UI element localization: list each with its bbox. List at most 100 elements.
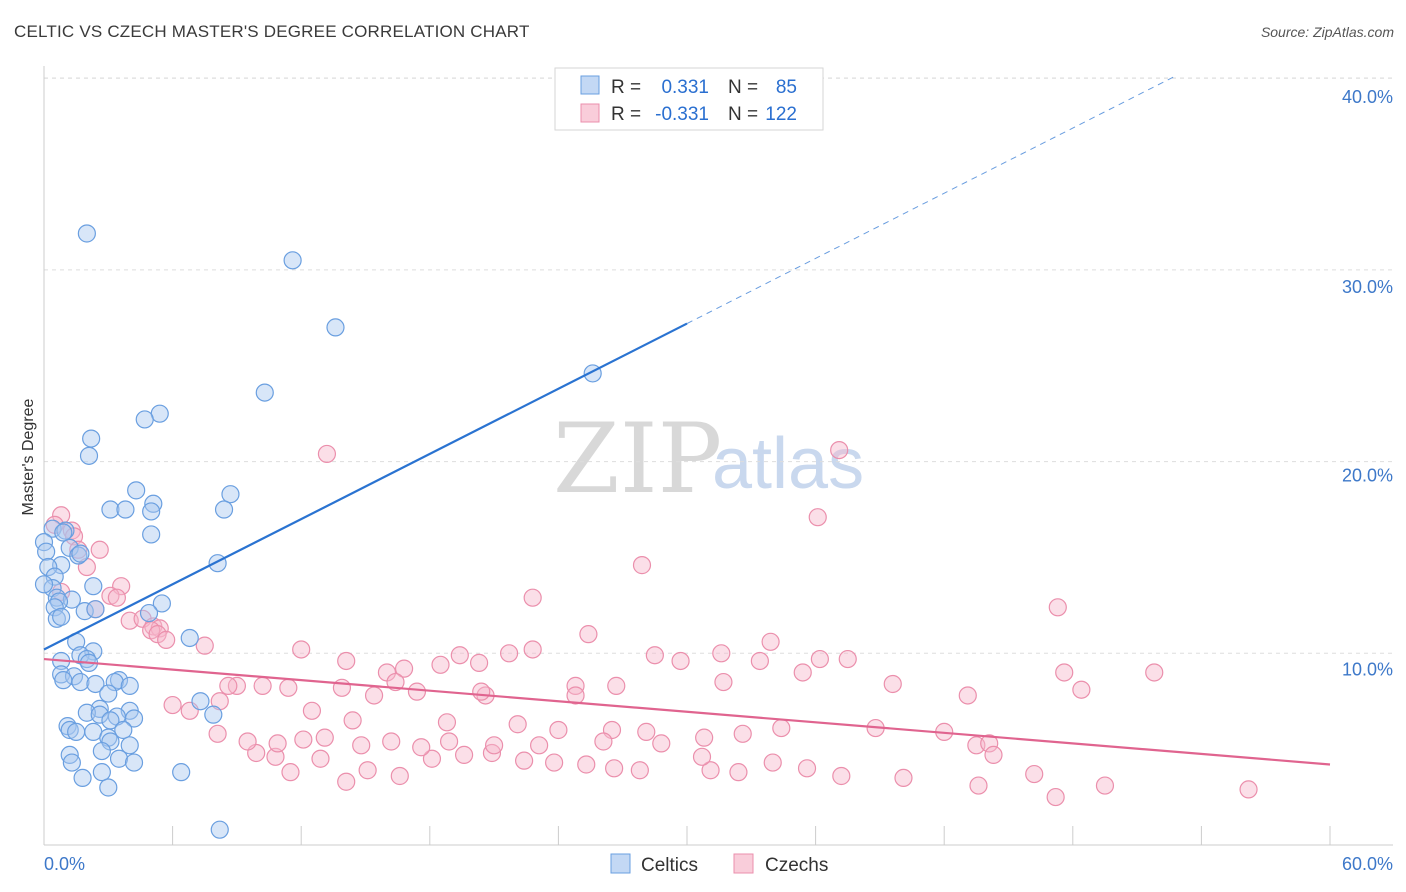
celtics-point (45, 598, 64, 617)
czechs-point (1055, 663, 1074, 682)
czechs-point (958, 686, 977, 705)
legend-czechs-n-label: N = (728, 104, 758, 125)
czechs-point (763, 753, 782, 772)
y-tick-label: 10.0% (1342, 659, 1393, 679)
czechs-point (219, 676, 238, 695)
czechs-point (645, 646, 664, 665)
czechs-point (692, 747, 712, 766)
legend-celtics-r-value: 0.331 (661, 77, 709, 98)
celtics-point (62, 753, 81, 772)
celtics-point (71, 544, 90, 563)
celtics-point (283, 251, 302, 270)
czechs-point (302, 701, 322, 720)
legend-celtics-swatch (580, 75, 600, 95)
grid-lines (44, 77, 1393, 654)
czechs-point (701, 761, 720, 780)
czechs-point (652, 734, 671, 753)
czechs-point (208, 724, 227, 743)
czechs-point (454, 745, 474, 765)
y-tick-label: 40.0% (1342, 87, 1393, 107)
series-legend: Celtics Czechs (610, 853, 828, 876)
czechs-point (238, 732, 257, 751)
czechs-point (1239, 780, 1258, 799)
celtics-point (142, 525, 161, 544)
czechs-point (352, 736, 371, 755)
celtics-point (105, 672, 124, 692)
celtics-point (67, 722, 86, 741)
czechs-point (545, 753, 564, 772)
czechs-point (515, 751, 534, 770)
celtics-point (109, 749, 129, 768)
czechs-point (472, 682, 491, 701)
legend-celtics-r-label: R = (611, 77, 641, 98)
czechs-point (1095, 776, 1115, 795)
czechs-point (830, 440, 849, 460)
celtics-point (86, 674, 105, 694)
legend-czechs-r-value: -0.331 (655, 104, 709, 125)
trend-lines (43, 75, 1331, 766)
czechs-point (364, 686, 384, 705)
czechs-point (315, 728, 334, 747)
czechs-point (566, 686, 585, 705)
czechs-point (337, 772, 356, 791)
czechs-point (485, 736, 504, 755)
czechs-point (750, 651, 769, 671)
czechs-point (733, 724, 752, 743)
czechs-point (508, 715, 527, 734)
celtics-point (120, 676, 139, 695)
celtics-trend-extension (686, 75, 1176, 325)
czechs-point (268, 734, 287, 753)
czechs-point (317, 444, 337, 464)
czechs-point (253, 676, 272, 695)
czechs-point (266, 747, 285, 766)
czechs-points (45, 440, 1258, 807)
czechs-point (337, 651, 356, 671)
czechs-point (332, 678, 352, 697)
czechs-point (343, 711, 362, 730)
czechs-point (969, 776, 988, 795)
celtics-point (221, 485, 240, 504)
czechs-point (695, 728, 714, 747)
czechs-point (605, 759, 624, 778)
celtics-trend-line (43, 322, 688, 651)
bottom-legend-czechs-swatch (733, 853, 754, 874)
czechs-point (1072, 680, 1091, 699)
czechs-point (450, 646, 469, 665)
legend-czechs-n-value: 122 (765, 104, 797, 125)
czechs-point (469, 653, 489, 672)
celtics-point (214, 500, 234, 519)
celtics-point (255, 383, 274, 402)
czechs-point (386, 672, 405, 692)
celtics-point (172, 763, 191, 782)
y-tick-labels: 10.0% 20.0% 30.0% 40.0% (1342, 87, 1393, 679)
czechs-point (500, 644, 519, 663)
legend-czechs-swatch (580, 103, 600, 123)
x-tick-label-max: 60.0% (1342, 854, 1393, 874)
czechs-point (101, 586, 120, 605)
celtics-point (34, 575, 54, 594)
celtics-point (86, 600, 105, 619)
czechs-point (530, 736, 549, 755)
watermark-zip: ZIP (553, 403, 722, 515)
legend-celtics-n-label: N = (728, 77, 758, 98)
celtics-point (54, 523, 73, 542)
czechs-point (577, 755, 596, 774)
watermark-atlas: atlas (712, 424, 864, 504)
bottom-legend-celtics-swatch (610, 853, 631, 874)
czechs-point (1048, 598, 1067, 617)
czechs-point (761, 632, 780, 651)
celtics-point (39, 557, 58, 577)
celtics-point (71, 672, 90, 692)
celtics-point (191, 692, 210, 711)
celtics-point (127, 481, 146, 500)
celtics-point (73, 768, 92, 788)
celtics-point (135, 410, 154, 429)
celtics-point (124, 753, 144, 772)
czechs-point (712, 644, 731, 663)
czechs-point (294, 730, 313, 749)
czechs-point (292, 640, 311, 659)
x-tick-label-min: 0.0% (44, 854, 85, 874)
czechs-point (808, 508, 827, 527)
celtics-point (82, 429, 101, 448)
